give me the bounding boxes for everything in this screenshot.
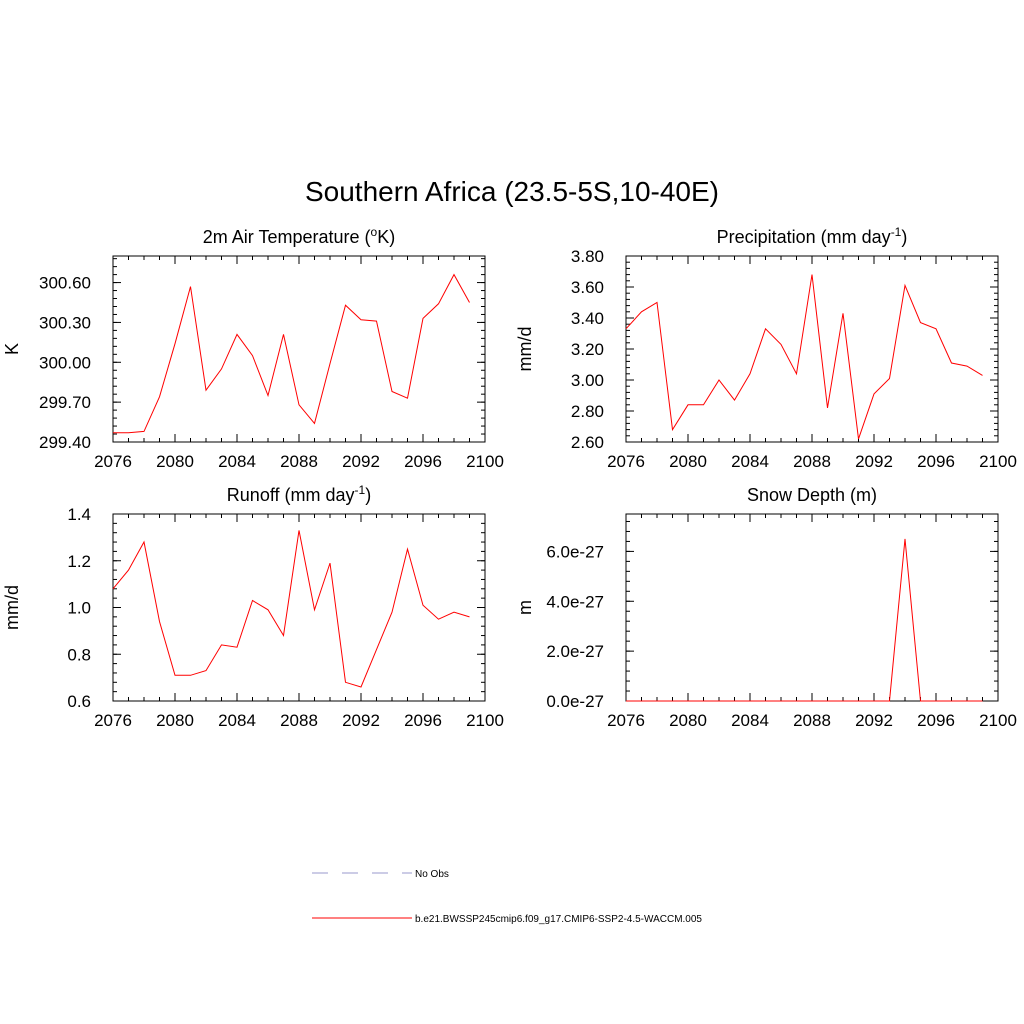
y-tick-label: 3.20 [571,340,604,359]
x-tick-label: 2084 [731,452,769,471]
y-tick-label: 2.0e-27 [546,642,604,661]
x-tick-label: 2092 [855,452,893,471]
figure-title: Southern Africa (23.5-5S,10-40E) [305,176,719,207]
series-line [626,538,983,702]
y-tick-label: 4.0e-27 [546,592,604,611]
x-tick-label: 2076 [94,711,132,730]
y-tick-label: 300.60 [39,274,91,293]
y-tick-label: 3.40 [571,309,604,328]
panel-title-suffix: K) [377,227,395,247]
legend: No Obs b.e21.BWSSP245cmip6.f09_g17.CMIP6-… [312,869,702,925]
x-tick-label: 2096 [917,711,955,730]
y-tick-label: 3.80 [571,247,604,266]
x-tick-label: 2088 [793,452,831,471]
y-tick-label: 0.6 [67,692,91,711]
x-tick-label: 2080 [669,452,707,471]
series-line [625,274,983,440]
y-tick-label: 0.8 [67,645,91,664]
panel-title: Precipitation (mm day-1) [717,225,908,247]
x-tick-label: 2088 [280,711,318,730]
x-tick-label: 2080 [669,711,707,730]
series-line [113,273,470,434]
y-tick-label: 1.2 [67,552,91,571]
x-tick-label: 2100 [466,711,504,730]
panel-title-text: Precipitation (mm day [717,227,891,247]
x-tick-label: 2080 [156,452,194,471]
legend-label-2: b.e21.BWSSP245cmip6.f09_g17.CMIP6-SSP2-4… [415,914,702,925]
plot-frame [112,255,486,443]
x-tick-label: 2096 [404,711,442,730]
x-tick-label: 2076 [607,452,645,471]
y-tick-label: 299.70 [39,393,91,412]
panel-title: 2m Air Temperature (oK) [203,225,395,247]
x-tick-label: 2084 [218,711,256,730]
x-tick-label: 2100 [466,452,504,471]
y-tick-label: 3.00 [571,371,604,390]
y-axis-label: mm/d [2,585,22,630]
x-tick-label: 2076 [94,452,132,471]
y-tick-label: 2.80 [571,402,604,421]
y-tick-label: 6.0e-27 [546,542,604,561]
y-tick-label: 300.00 [39,353,91,372]
x-tick-label: 2096 [404,452,442,471]
x-tick-label: 2088 [793,711,831,730]
x-tick-label: 2092 [342,711,380,730]
chart-panel-4: Snow Depth (m) m 2076 2080 2084 2088 2092 2096 2… [515,485,1017,730]
legend-label-1: No Obs [415,869,449,880]
chart-panel-1: 2m Air Temperature (oK) K 2076 2080 2084 2088… [2,225,504,471]
panel-title-text: 2m Air Temperature ( [203,227,371,247]
panel-title: Snow Depth (m) [747,485,877,505]
panel-title-text: Snow Depth (m) [747,485,877,505]
x-tick-label: 2084 [731,711,769,730]
panel-title-suffix: ) [901,227,907,247]
panel-title-text: Runoff (mm day [227,485,355,505]
y-axis-label: mm/d [515,327,535,372]
x-tick-label: 2092 [855,711,893,730]
plot-frame [112,513,486,702]
y-tick-label: 0.0e-27 [546,692,604,711]
panel-title: Runoff (mm day-1) [227,483,371,505]
x-tick-label: 2088 [280,452,318,471]
y-tick-label: 1.4 [67,505,91,524]
y-axis-label: K [2,343,22,355]
y-tick-label: 299.40 [39,433,91,452]
x-tick-label: 2080 [156,711,194,730]
x-tick-label: 2084 [218,452,256,471]
panel-title-superscript: o [371,225,378,239]
y-tick-label: 1.0 [67,599,91,618]
y-axis-label: m [515,600,535,615]
panels-group: 2m Air Temperature (oK) K 2076 2080 2084 2088… [2,225,1017,730]
panel-title-superscript: -1 [891,225,902,239]
chart-panel-3: Runoff (mm day-1) mm/d 2076 2080 2084 2088 209… [2,483,504,730]
panel-title-superscript: -1 [355,483,366,497]
x-tick-label: 2100 [979,711,1017,730]
x-tick-label: 2096 [917,452,955,471]
x-tick-label: 2076 [607,711,645,730]
chart-panel-2: Precipitation (mm day-1) mm/d 2076 2080 2084… [515,225,1017,471]
y-tick-label: 300.30 [39,313,91,332]
y-tick-label: 3.60 [571,278,604,297]
series-line [112,530,470,688]
panel-title-suffix: ) [365,485,371,505]
x-tick-label: 2100 [979,452,1017,471]
x-tick-label: 2092 [342,452,380,471]
plot-frame [625,513,999,702]
y-tick-label: 2.60 [571,433,604,452]
